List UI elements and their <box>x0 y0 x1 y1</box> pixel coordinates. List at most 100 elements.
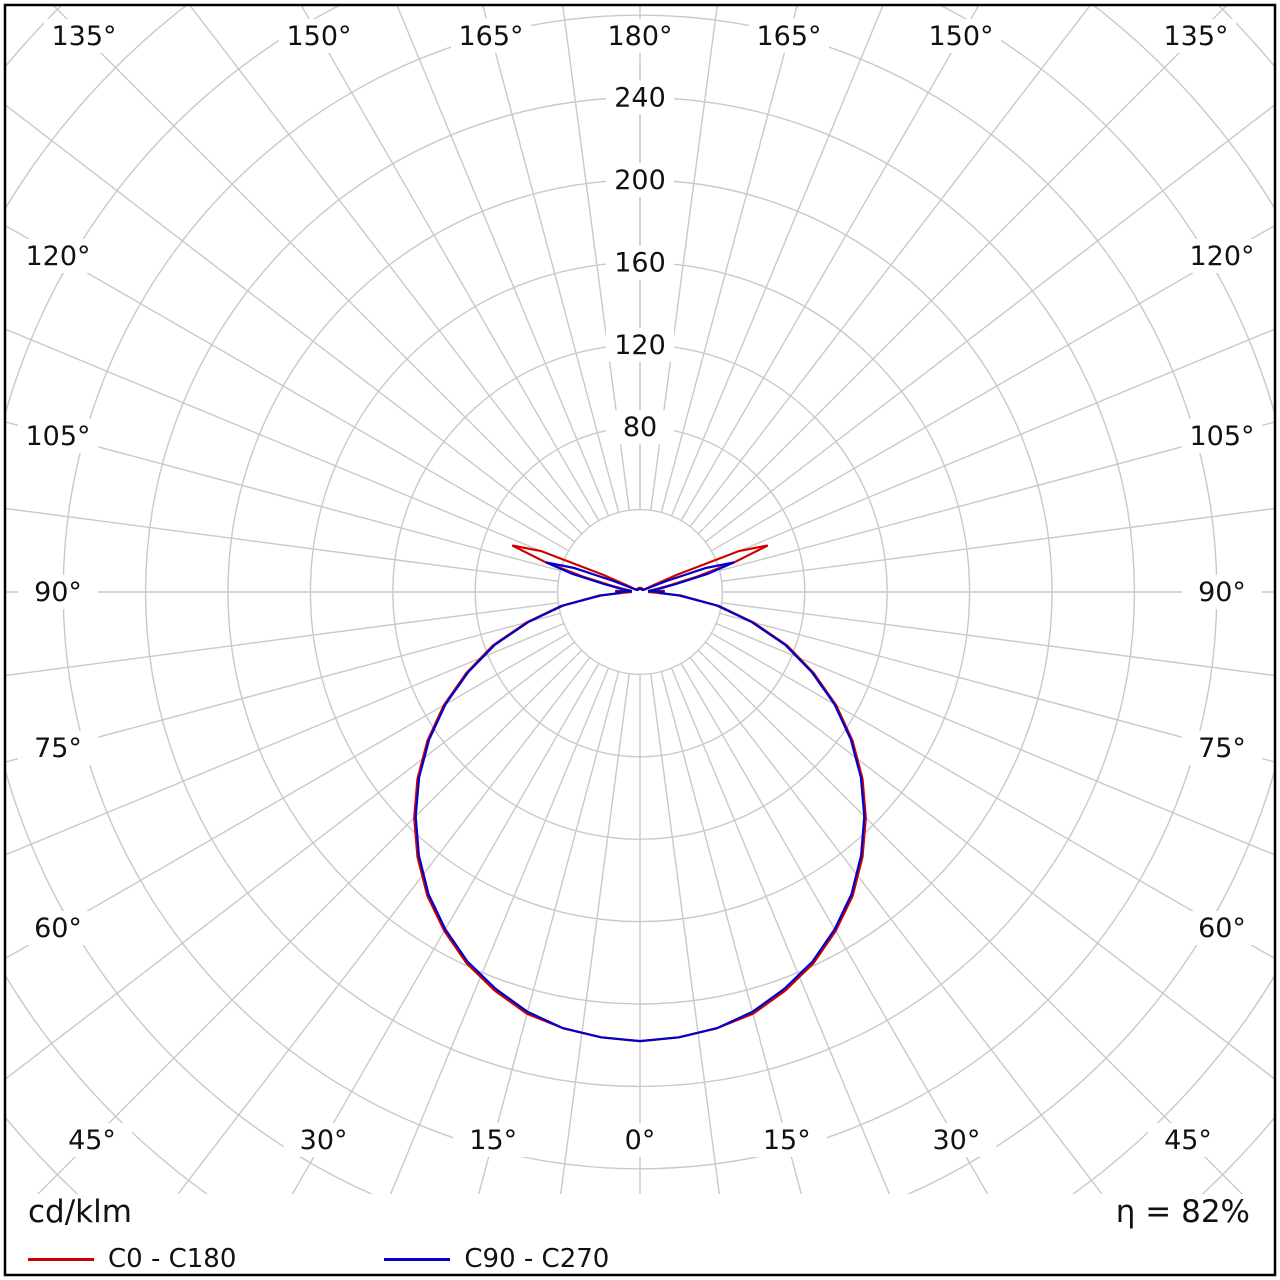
grid-spoke <box>715 622 1274 856</box>
grid-spoke <box>389 667 610 1194</box>
grid-spoke <box>660 6 798 513</box>
angle-label-halo <box>1148 1123 1228 1157</box>
grid-spoke <box>719 421 1274 572</box>
angle-label: 60° <box>34 913 82 944</box>
grid-spoke <box>396 6 610 517</box>
units-label: cd/klm <box>28 1194 132 1230</box>
angle-label-halo <box>600 19 680 53</box>
grid-spoke <box>711 632 1274 959</box>
radial-tick-label: 120 <box>614 330 666 361</box>
angle-label-halo <box>44 19 124 53</box>
radial-tick-label: 240 <box>614 83 666 114</box>
grid-spoke <box>6 507 559 582</box>
legend-line-blue <box>384 1257 451 1261</box>
angle-label-halo <box>1182 419 1262 454</box>
grid-spoke <box>689 6 1091 528</box>
grid-spoke <box>680 663 989 1194</box>
angle-label-halo <box>283 1123 364 1157</box>
grid-spoke <box>6 225 569 552</box>
grid-spoke <box>697 649 1243 1194</box>
angle-label: 135° <box>51 21 116 52</box>
angle-label: 180° <box>607 21 672 52</box>
legend-label-c0-c180: C0 - C180 <box>108 1244 237 1274</box>
angle-label-halo <box>1182 730 1262 765</box>
grid-spoke <box>650 673 720 1194</box>
grid-spoke <box>721 602 1274 677</box>
angle-label: 105° <box>1189 421 1254 452</box>
grid-spoke <box>6 602 559 677</box>
grid-spoke <box>6 622 565 856</box>
grid-spoke <box>560 673 630 1194</box>
angle-label-halo <box>18 238 98 273</box>
radial-tick-label: 80 <box>623 412 657 443</box>
radial-tick-halo <box>606 80 674 115</box>
radial-tick-label: 200 <box>614 165 666 196</box>
grid-circle <box>556 508 724 676</box>
grid-spoke <box>689 656 1103 1194</box>
angle-label-halo <box>1156 19 1236 53</box>
angle-label: 90° <box>34 577 82 608</box>
radial-tick-halo <box>606 163 674 197</box>
angle-label-halo <box>1182 575 1262 609</box>
angle-label: 90° <box>1198 577 1246 608</box>
angle-label: 30° <box>300 1125 348 1156</box>
radial-tick-halo <box>606 327 674 362</box>
grid-spoke <box>6 421 561 572</box>
angle-label-halo <box>916 1123 997 1157</box>
angle-label: 60° <box>1198 913 1246 944</box>
grid-spoke <box>6 104 576 543</box>
angle-label: 105° <box>25 421 90 452</box>
legend: C0 - C180 C90 - C270 <box>28 1244 729 1274</box>
axis-labels: 80 120 160 200 240 0° 15° 15° 30° 30° 45° 45° 60° 60°… <box>18 19 1262 1157</box>
angle-label: 150° <box>286 21 351 52</box>
grid-spoke <box>6 632 569 959</box>
grid-spoke <box>189 6 591 528</box>
intensity-curves <box>413 544 867 1043</box>
angle-label-halo <box>18 911 98 946</box>
angle-label: 75° <box>1198 733 1246 764</box>
grid-spoke <box>680 6 980 521</box>
grid-spoke <box>6 328 565 562</box>
angle-label: 0° <box>625 1125 656 1156</box>
grid-spoke <box>562 6 630 511</box>
angle-label-halo <box>18 419 98 454</box>
angle-label: 165° <box>458 21 523 52</box>
angle-label-halo <box>746 1123 827 1157</box>
efficiency-label: η = 82% <box>1115 1194 1250 1230</box>
grid-spoke <box>704 104 1274 543</box>
angle-label: 15° <box>469 1125 517 1156</box>
angle-label-halo <box>451 19 532 53</box>
angle-label: 165° <box>756 21 821 52</box>
legend-item-c90-c270: C90 - C270 <box>384 1244 609 1274</box>
grid-spoke <box>6 641 576 1080</box>
legend-item-c0-c180: C0 - C180 <box>28 1244 236 1274</box>
angle-label-halo <box>748 19 829 53</box>
angle-label-halo <box>52 1123 132 1157</box>
angle-label-halo <box>600 1123 680 1157</box>
grid-spoke <box>478 671 620 1194</box>
chart-footer: cd/klm η = 82% C0 - C180 C90 - C270 <box>0 1192 1280 1280</box>
grid-spoke <box>37 649 583 1194</box>
grid-spoke <box>704 641 1274 1080</box>
grid-spoke <box>719 612 1274 763</box>
angle-label: 120° <box>1189 241 1254 272</box>
legend-line-red <box>28 1257 94 1261</box>
angle-label: 150° <box>928 21 993 52</box>
grid-spoke <box>715 328 1274 562</box>
angle-label-halo <box>1182 238 1262 273</box>
angle-label-halo <box>921 19 1002 53</box>
grid-spoke <box>670 6 884 517</box>
angle-label: 75° <box>34 733 82 764</box>
grid-spoke <box>660 671 802 1194</box>
grid-spoke <box>697 6 1227 535</box>
grid-spoke <box>721 507 1274 582</box>
grid-spoke <box>482 6 620 513</box>
angle-label-halo <box>18 730 98 765</box>
angle-label: 45° <box>68 1125 116 1156</box>
angle-label-halo <box>1182 911 1262 946</box>
grid-spoke <box>300 6 600 521</box>
angle-label-halo <box>18 575 98 609</box>
